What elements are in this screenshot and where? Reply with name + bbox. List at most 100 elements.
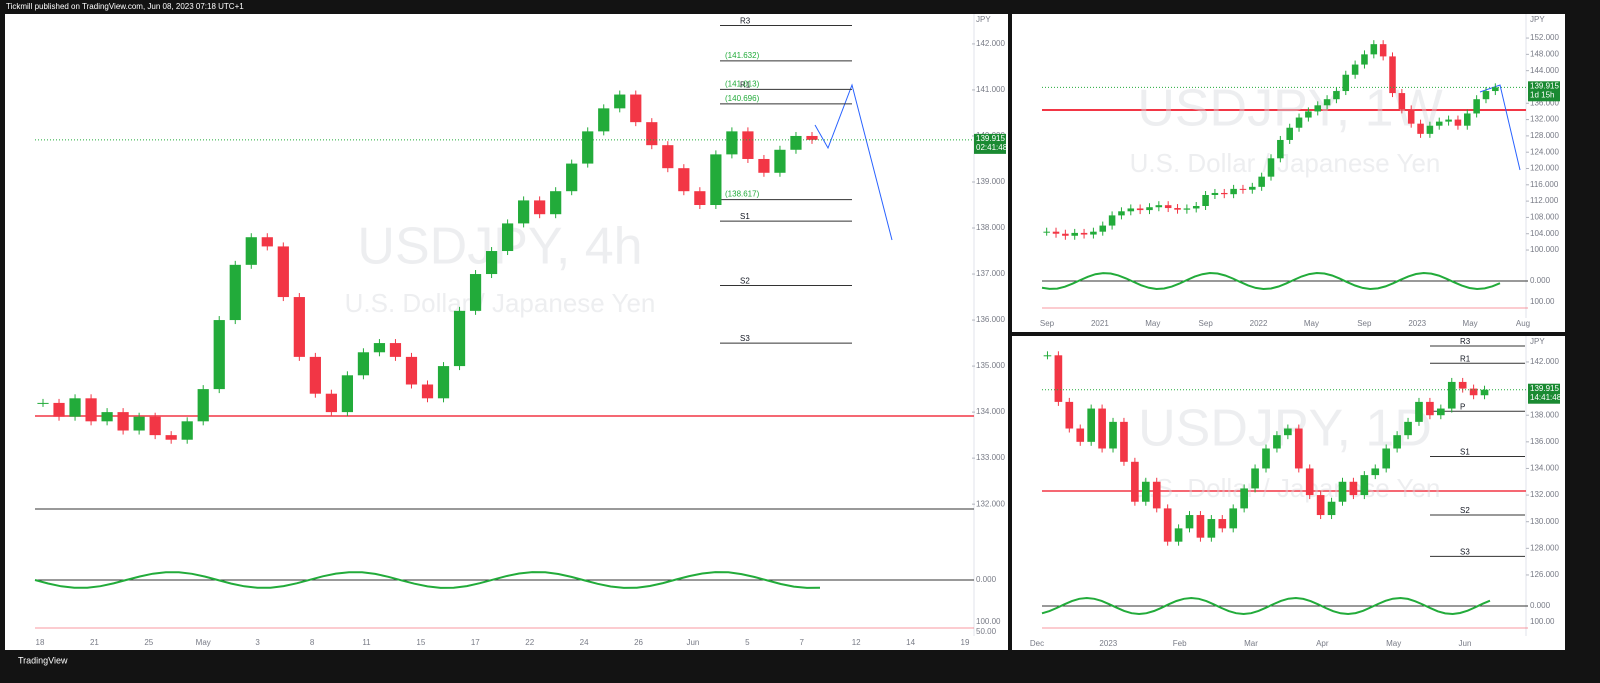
candle (1464, 113, 1471, 126)
candle (1196, 515, 1205, 538)
pivot-label: S3 (740, 334, 750, 343)
candle (1267, 158, 1275, 177)
y-tick-label: 132.000 (976, 499, 1005, 508)
candle (389, 343, 402, 357)
candle (1389, 56, 1396, 94)
projection-arrow (814, 83, 893, 241)
last-price-tag (1528, 383, 1560, 404)
candle (678, 168, 690, 192)
candle (1127, 208, 1135, 212)
y-tick-label: 128.000 (1530, 131, 1559, 140)
candle (69, 398, 81, 417)
pivot-label: S2 (740, 277, 750, 286)
y-tick-label: 136.000 (1530, 98, 1559, 107)
countdown-label: 1d 15h (1530, 90, 1554, 99)
indicator-label: 100.00 (976, 617, 1001, 626)
candle (1108, 215, 1116, 226)
indicator-label: 0.000 (1530, 601, 1551, 610)
indicator-label: 100.00 (1530, 297, 1555, 306)
currency-label: JPY (976, 15, 991, 24)
header-text: Tickmill published on TradingView.com, J… (6, 2, 244, 11)
pivot-label: R3 (740, 17, 751, 26)
candle (277, 246, 289, 298)
candle (405, 356, 418, 385)
candle (1076, 428, 1085, 442)
y-tick-label: 138.000 (976, 223, 1005, 232)
pivot-value: (141.013) (725, 79, 760, 88)
watermark-description: U.S. Dollar / Japanese Yen (1130, 148, 1441, 178)
candle (1239, 188, 1247, 190)
candle (1333, 91, 1340, 100)
candle (1382, 448, 1391, 469)
candle (1185, 515, 1194, 529)
indicator-label: 0.000 (976, 575, 997, 584)
y-tick-label: 144.000 (1530, 66, 1559, 75)
y-tick-label: 138.000 (1530, 410, 1559, 419)
candle (357, 352, 370, 376)
x-tick-label: 7 (800, 638, 805, 647)
x-tick-label: 26 (634, 638, 643, 647)
candle (1361, 54, 1368, 65)
candle (726, 131, 738, 155)
candle (1120, 421, 1128, 462)
candle (662, 145, 674, 169)
candle (1146, 207, 1153, 211)
candle (1447, 381, 1456, 409)
candle (421, 384, 434, 399)
y-tick-label: 126.000 (1530, 570, 1559, 579)
candle (1284, 428, 1292, 436)
x-tick-label: May (1304, 319, 1319, 328)
candle (501, 223, 514, 252)
candle (1071, 232, 1078, 236)
candle (1043, 231, 1050, 233)
last-price-label: 139.915 (1530, 384, 1559, 393)
x-tick-label: 2023 (1408, 319, 1426, 328)
candle (1099, 225, 1107, 232)
pivot-label: R3 (1460, 337, 1471, 346)
y-tick-label: 116.000 (1530, 180, 1559, 189)
candle (1054, 355, 1063, 402)
candle (1415, 401, 1423, 422)
x-tick-label: 2022 (1250, 319, 1268, 328)
candle (1316, 495, 1325, 516)
candle (550, 191, 562, 215)
candle (1098, 408, 1106, 449)
x-tick-label: Feb (1173, 639, 1187, 648)
candle (1240, 488, 1248, 509)
candle (261, 237, 273, 247)
x-tick-label: Aug (1516, 319, 1530, 328)
currency-label: JPY (1530, 15, 1545, 24)
y-tick-label: 135.000 (976, 361, 1005, 370)
y-tick-label: 130.000 (1530, 517, 1559, 526)
candle (1065, 401, 1074, 429)
pivot-label: S1 (740, 212, 750, 221)
x-tick-label: Mar (1244, 639, 1258, 648)
candle (1492, 87, 1499, 92)
candle (646, 122, 658, 146)
currency-label: JPY (1530, 337, 1545, 346)
candle (197, 389, 209, 422)
x-tick-label: 2023 (1099, 639, 1117, 648)
candle (1351, 64, 1359, 75)
candle (1342, 74, 1350, 92)
footer-brand: TradingView (18, 655, 68, 665)
watermark-description: U.S. Dollar / Japanese Yen (1130, 473, 1441, 503)
candle (1407, 109, 1415, 124)
last-price-tag (1528, 81, 1560, 102)
y-tick-label: 132.000 (1530, 490, 1559, 499)
candle (710, 154, 722, 206)
x-tick-label: 11 (362, 638, 371, 647)
indicator-label: 50.00 (976, 627, 997, 636)
candle (582, 131, 594, 164)
candle (1131, 461, 1139, 502)
candle (1426, 401, 1434, 416)
candle (1371, 468, 1380, 476)
y-tick-label: 112.000 (1530, 196, 1559, 205)
y-tick-label: 133.000 (976, 453, 1005, 462)
candle (1404, 421, 1412, 436)
candle (1286, 127, 1293, 140)
y-tick-label: 136.000 (976, 315, 1005, 324)
candle (53, 402, 65, 417)
candle (1183, 208, 1191, 210)
projection-arrow (1479, 84, 1521, 171)
